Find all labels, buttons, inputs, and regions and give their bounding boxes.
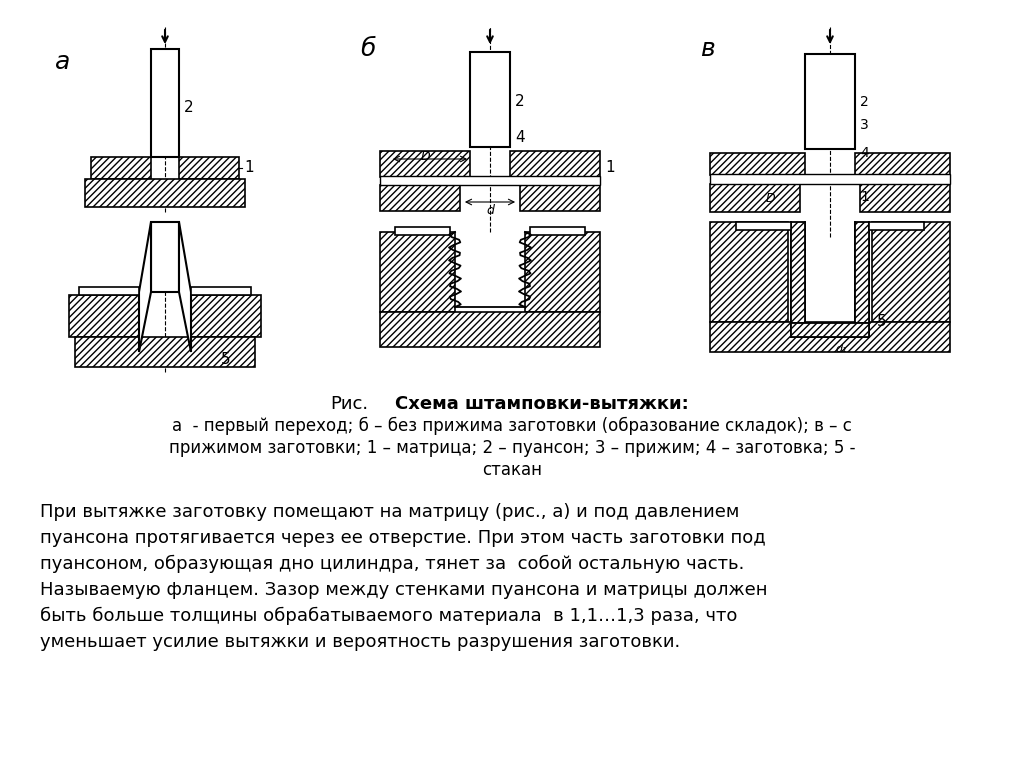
Text: При вытяжке заготовку помещают на матрицу (рис., а) и под давлением: При вытяжке заготовку помещают на матриц…: [40, 503, 739, 521]
Text: Рис.: Рис.: [330, 395, 368, 413]
Bar: [395, 227, 450, 235]
Text: D: D: [420, 150, 430, 163]
Bar: [380, 176, 600, 185]
Bar: [189, 295, 261, 337]
Text: 4: 4: [515, 130, 524, 144]
Text: 1: 1: [244, 160, 254, 176]
Text: d₁: d₁: [835, 344, 847, 354]
Bar: [79, 287, 139, 295]
Text: 2: 2: [184, 100, 194, 114]
Text: стакан: стакан: [482, 461, 542, 479]
Bar: [710, 174, 950, 184]
Polygon shape: [139, 222, 151, 352]
Bar: [791, 323, 869, 337]
Bar: [710, 222, 788, 322]
Text: 1: 1: [860, 190, 869, 204]
Bar: [710, 153, 805, 175]
Bar: [860, 184, 950, 212]
Bar: [380, 185, 460, 211]
Bar: [872, 222, 950, 322]
Polygon shape: [791, 222, 805, 323]
Bar: [525, 232, 600, 312]
Text: а: а: [55, 50, 71, 74]
Bar: [151, 222, 179, 292]
Text: 2: 2: [515, 94, 524, 110]
Bar: [805, 54, 855, 149]
Bar: [75, 337, 255, 367]
Text: 5: 5: [221, 351, 230, 367]
Bar: [736, 222, 791, 230]
Bar: [380, 151, 470, 177]
Text: б: б: [360, 37, 376, 61]
Text: прижимом заготовки; 1 – матрица; 2 – пуансон; 3 – прижим; 4 – заготовка; 5 -: прижимом заготовки; 1 – матрица; 2 – пуа…: [169, 439, 855, 457]
Text: 5: 5: [877, 314, 887, 330]
Bar: [855, 153, 950, 175]
Bar: [520, 185, 600, 211]
Text: в: в: [700, 37, 715, 61]
Bar: [380, 312, 600, 347]
Bar: [710, 184, 800, 212]
Bar: [530, 227, 585, 235]
Polygon shape: [855, 222, 869, 323]
Bar: [69, 295, 141, 337]
Text: Схема штамповки-вытяжки:: Схема штамповки-вытяжки:: [395, 395, 689, 413]
Text: Называемую фланцем. Зазор между стенками пуансона и матрицы должен: Называемую фланцем. Зазор между стенками…: [40, 581, 768, 599]
Polygon shape: [179, 222, 191, 352]
Text: быть больше толщины обрабатываемого материала  в 1,1…1,3 раза, что: быть больше толщины обрабатываемого мате…: [40, 607, 737, 625]
Text: d: d: [486, 204, 494, 217]
Bar: [151, 49, 179, 157]
Bar: [191, 287, 251, 295]
Text: 3: 3: [860, 118, 868, 132]
Text: а  - первый переход; б – без прижима заготовки (образование складок); в – с: а - первый переход; б – без прижима заго…: [172, 417, 852, 435]
Bar: [91, 157, 151, 179]
Bar: [710, 322, 950, 352]
Bar: [179, 157, 239, 179]
Bar: [869, 222, 924, 230]
Text: пуансона протягивается через ее отверстие. При этом часть заготовки под: пуансона протягивается через ее отверсти…: [40, 529, 766, 547]
Text: 2: 2: [860, 95, 868, 109]
Bar: [85, 179, 245, 207]
Text: D: D: [765, 193, 775, 206]
Bar: [380, 232, 455, 312]
Bar: [510, 151, 600, 177]
Text: 4: 4: [860, 146, 868, 160]
Bar: [470, 52, 510, 147]
Text: уменьшает усилие вытяжки и вероятность разрушения заготовки.: уменьшает усилие вытяжки и вероятность р…: [40, 633, 680, 651]
Text: пуансоном, образующая дно цилиндра, тянет за  собой остальную часть.: пуансоном, образующая дно цилиндра, тяне…: [40, 555, 744, 573]
Text: 1: 1: [605, 160, 614, 175]
